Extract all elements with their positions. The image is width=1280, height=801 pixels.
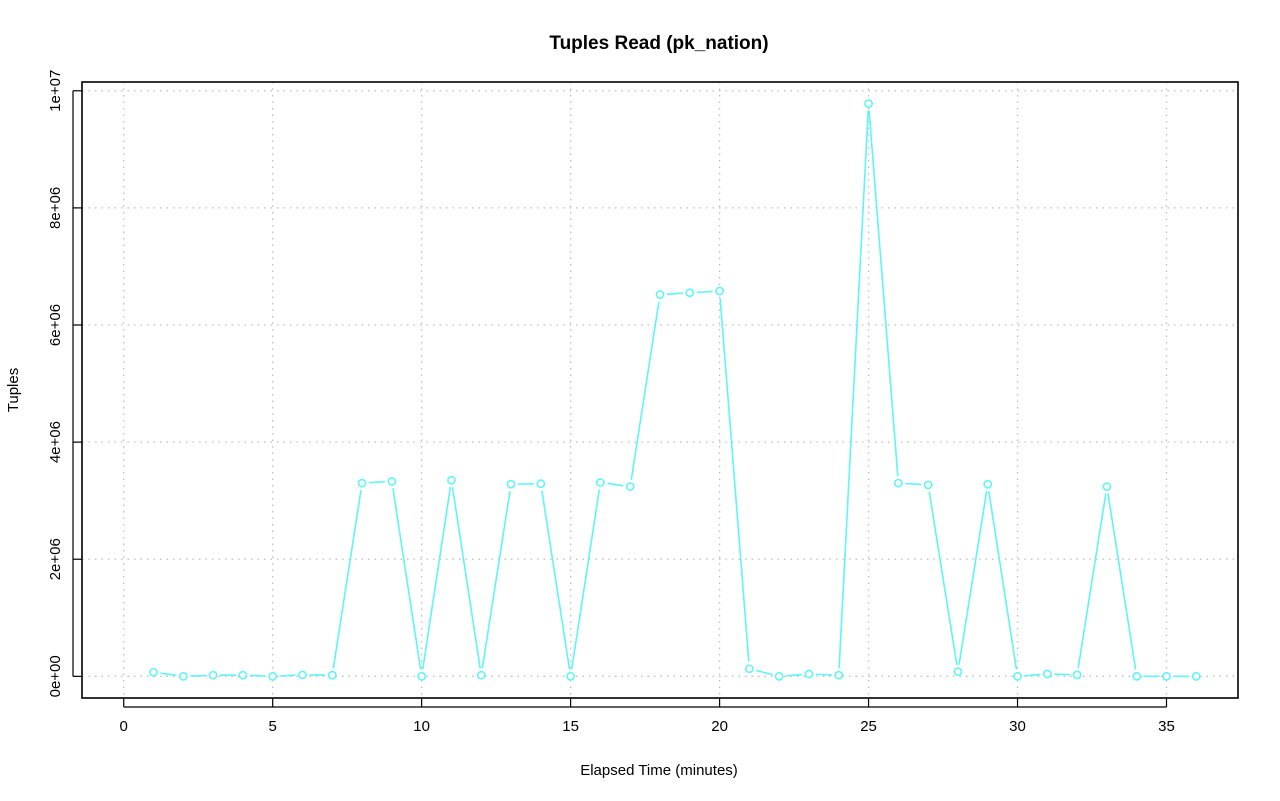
- series-segment: [786, 673, 803, 677]
- series-segment: [696, 290, 713, 294]
- data-point: [208, 670, 218, 680]
- series-segment: [481, 491, 511, 669]
- data-point: [566, 671, 576, 681]
- x-tick-label: 20: [711, 718, 728, 735]
- series-segment: [719, 297, 750, 662]
- data-point: [536, 479, 546, 489]
- x-tick-label: 30: [1009, 718, 1026, 735]
- data-point: [893, 478, 903, 488]
- y-tick-label: 8e+06: [47, 187, 64, 229]
- series-segment: [451, 486, 481, 669]
- series-segment: [607, 482, 624, 487]
- y-tick-label: 1e+07: [47, 70, 64, 112]
- x-tick-label: 35: [1158, 718, 1175, 735]
- data-point: [1102, 482, 1112, 492]
- y-tick-label: 6e+06: [47, 304, 64, 346]
- data-point: [1072, 670, 1082, 680]
- series-segment: [369, 480, 385, 484]
- data-point: [774, 671, 784, 681]
- data-point: [506, 479, 516, 489]
- plot-frame: [81, 81, 1239, 699]
- data-point: [1162, 671, 1171, 681]
- series-segment: [570, 489, 601, 670]
- data-point: [1132, 671, 1142, 681]
- data-point: [298, 670, 307, 680]
- data-point: [357, 478, 367, 488]
- data-point: [1191, 671, 1201, 681]
- x-tick-label: 5: [269, 718, 277, 735]
- data-point: [327, 670, 337, 680]
- chart-title: Tuples Read (pk_nation): [549, 33, 768, 54]
- series-segment: [928, 491, 958, 665]
- series-segment: [249, 674, 266, 677]
- data-point: [1042, 669, 1052, 679]
- series-segment: [392, 488, 422, 670]
- series-segment: [332, 489, 362, 669]
- series-segment: [815, 673, 832, 676]
- series-segment: [421, 486, 452, 670]
- data-point: [1013, 671, 1022, 681]
- x-tick-label: 0: [120, 718, 128, 735]
- series-segment: [190, 674, 207, 677]
- x-axis-label: Elapsed Time (minutes): [580, 762, 738, 779]
- x-tick-label: 25: [860, 718, 877, 735]
- y-tick-label: 4e+06: [47, 421, 64, 463]
- series-segment: [279, 674, 296, 677]
- series-segment: [666, 292, 683, 295]
- y-axis-label: Tuples: [5, 368, 22, 412]
- data-point: [834, 670, 844, 680]
- series-segment: [630, 301, 660, 480]
- data-point: [715, 286, 724, 296]
- series-segment: [1077, 493, 1107, 669]
- x-axis: 0 5 10 15 20 25 30 35: [120, 698, 1175, 735]
- y-axis: 0e+00 2e+06 4e+06 6e+06 8e+06 1e+07: [47, 70, 82, 697]
- data-point: [476, 670, 486, 680]
- series-segment: [868, 110, 899, 477]
- y-tick-label: 0e+00: [47, 655, 64, 697]
- data-point: [625, 482, 635, 492]
- series-segment: [838, 110, 869, 669]
- data-point: [447, 475, 456, 485]
- data-point: [149, 667, 158, 677]
- data-point: [655, 290, 665, 299]
- data-point: [685, 288, 695, 298]
- data-point: [268, 671, 278, 681]
- data-point: [238, 670, 248, 680]
- grid: [82, 82, 1238, 698]
- data-point: [864, 99, 873, 109]
- series: [149, 99, 1201, 681]
- series-segment: [958, 491, 988, 665]
- series-segment: [755, 669, 773, 676]
- data-point: [953, 667, 963, 677]
- data-point: [804, 669, 814, 679]
- data-point: [923, 480, 933, 490]
- series-segment: [905, 482, 922, 486]
- series-layer: [149, 99, 1201, 681]
- series-segment: [160, 672, 177, 677]
- data-point: [178, 671, 188, 681]
- data-point: [744, 664, 754, 674]
- data-point: [983, 479, 993, 489]
- series-segment: [988, 491, 1018, 670]
- y-tick-label: 2e+06: [47, 538, 64, 580]
- series-segment: [541, 490, 571, 670]
- x-tick-label: 15: [562, 718, 579, 735]
- data-point: [417, 671, 427, 681]
- x-tick-label: 10: [413, 718, 430, 735]
- series-segment: [1107, 493, 1137, 670]
- data-point: [596, 478, 605, 487]
- data-point: [387, 476, 397, 486]
- series-segment: [1024, 673, 1041, 677]
